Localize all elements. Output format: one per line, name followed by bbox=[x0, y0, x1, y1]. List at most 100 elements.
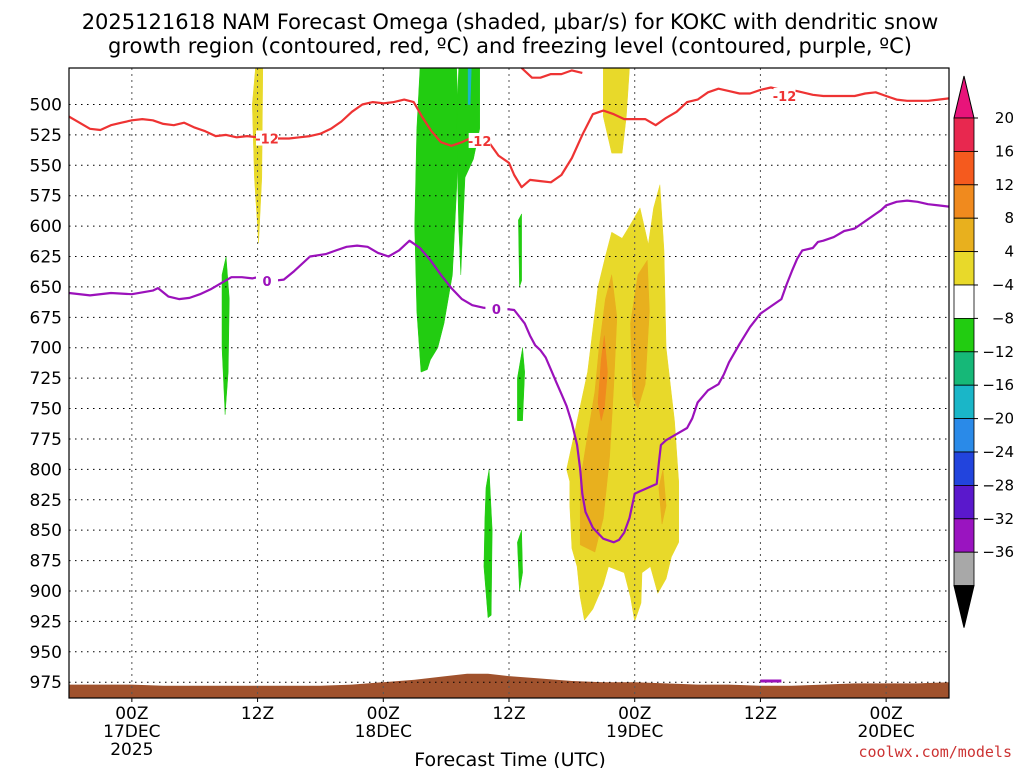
x-tick-date-24: 18DEC bbox=[355, 722, 412, 742]
x-tick-date-72: 20DEC bbox=[857, 722, 914, 742]
colorbar-bottom-arrow bbox=[953, 585, 975, 628]
colorbar-label-11: −28 bbox=[982, 476, 1014, 494]
colorbar-label-3: 8 bbox=[1004, 209, 1014, 227]
y-tick-700: 700 bbox=[30, 339, 62, 359]
y-tick-950: 950 bbox=[30, 643, 62, 663]
omega-band-00z-19dec-top bbox=[603, 68, 630, 154]
y-tick-675: 675 bbox=[30, 308, 62, 328]
dgz-contour-upper-line bbox=[520, 68, 583, 79]
grid-lines bbox=[69, 68, 949, 698]
omega-descent-strip bbox=[456, 68, 480, 275]
y-tick-550: 550 bbox=[30, 156, 62, 176]
colorbar-swatch-11 bbox=[953, 484, 975, 520]
omega-core-small bbox=[658, 469, 667, 525]
colorbar-swatch-1 bbox=[953, 150, 975, 186]
dgz-label-12z-bg bbox=[256, 130, 278, 146]
dgz-label-mid-bg bbox=[468, 132, 491, 148]
dgz-contour-line bbox=[69, 86, 949, 189]
contour-layer: -12 -12 -12 0 0 bbox=[69, 68, 949, 683]
y-tick-750: 750 bbox=[30, 400, 62, 420]
colorbar-swatch-2 bbox=[953, 184, 975, 219]
colorbar-label-5: −4 bbox=[992, 276, 1014, 294]
colorbar-swatch-7 bbox=[953, 351, 975, 386]
dgz-label-12z: -12 bbox=[255, 133, 279, 148]
y-tick-575: 575 bbox=[30, 187, 62, 207]
terrain-layer bbox=[69, 673, 949, 698]
omega-shading-layer bbox=[221, 68, 679, 622]
y-tick-525: 525 bbox=[30, 126, 62, 146]
x-tick-label-48: 00Z bbox=[618, 704, 651, 724]
freezing-level-contour-line bbox=[69, 199, 949, 544]
y-tick-800: 800 bbox=[30, 460, 62, 480]
freezing-label-left: 0 bbox=[262, 275, 271, 290]
omega-descent-core bbox=[467, 68, 472, 105]
dgz-label-right: -12 bbox=[773, 90, 797, 105]
colorbar-label-1: 16 bbox=[995, 142, 1014, 160]
omega-descent-low bbox=[483, 469, 493, 619]
x-tick-label-12: 12Z bbox=[241, 704, 274, 724]
y-tick-975: 975 bbox=[30, 673, 62, 693]
freezing-label-mid-bg bbox=[485, 300, 508, 316]
x-axis-title: Forecast Time (UTC) bbox=[414, 749, 605, 768]
colorbar-swatch-4 bbox=[953, 251, 975, 286]
omega-band-12z-17dec bbox=[252, 68, 264, 244]
omega-descent-mid bbox=[517, 347, 525, 421]
y-tick-825: 825 bbox=[30, 491, 62, 511]
omega-core-right bbox=[630, 259, 650, 410]
dgz-label-mid: -12 bbox=[468, 135, 492, 150]
x-tick-date-0: 17DEC bbox=[103, 722, 160, 742]
y-tick-850: 850 bbox=[30, 521, 62, 541]
colorbar-swatch-5 bbox=[953, 284, 975, 319]
colorbar-swatch-9 bbox=[953, 418, 975, 453]
colorbar-label-7: −12 bbox=[982, 343, 1014, 361]
colorbar-swatch-8 bbox=[953, 384, 975, 420]
x-tick-label-72: 00Z bbox=[870, 704, 903, 724]
colorbar-label-13: −36 bbox=[982, 543, 1014, 561]
x-tick-date-48: 19DEC bbox=[606, 722, 663, 742]
y-tick-650: 650 bbox=[30, 278, 62, 298]
freezing-label-left-bg bbox=[256, 272, 278, 288]
x-tick-year-0: 2025 bbox=[110, 740, 153, 760]
colorbar-swatch-3 bbox=[953, 217, 975, 252]
colorbar-legend: 20 16 12 8 4 −4 −8 −12 −16 −20 −24 −28 −32 −36 bbox=[953, 75, 1014, 628]
freezing-label-mid: 0 bbox=[492, 303, 501, 318]
y-tick-625: 625 bbox=[30, 248, 62, 268]
y-tick-925: 925 bbox=[30, 612, 62, 632]
chart-title-line-1: 2025121618 NAM Forecast Omega (shaded, μ… bbox=[82, 10, 939, 34]
colorbar-swatch-6 bbox=[953, 317, 975, 353]
y-tick-775: 775 bbox=[30, 430, 62, 450]
colorbar-label-10: −24 bbox=[982, 443, 1014, 461]
y-tick-725: 725 bbox=[30, 369, 62, 389]
y-tick-875: 875 bbox=[30, 552, 62, 572]
colorbar-label-4: 4 bbox=[1004, 243, 1014, 261]
x-tick-label-24: 00Z bbox=[367, 704, 400, 724]
colorbar-top-arrow bbox=[953, 75, 975, 119]
omega-descent-mid-top bbox=[518, 213, 522, 287]
colorbar-swatch-10 bbox=[953, 451, 975, 486]
colorbar-label-2: 12 bbox=[995, 176, 1014, 194]
colorbar-swatch-12 bbox=[953, 518, 975, 553]
y-tick-600: 600 bbox=[30, 217, 62, 237]
colorbar-label-6: −8 bbox=[992, 309, 1014, 327]
colorbar-label-8: −16 bbox=[982, 376, 1014, 394]
y-tick-900: 900 bbox=[30, 582, 62, 602]
x-tick-label-60: 12Z bbox=[744, 704, 777, 724]
plot-area bbox=[69, 68, 949, 698]
colorbar-swatch-13 bbox=[953, 551, 975, 587]
dgz-label-right-bg bbox=[773, 87, 796, 103]
colorbar-swatch-0 bbox=[953, 117, 975, 152]
terrain-fill bbox=[69, 673, 949, 698]
colorbar-label-0: 20 bbox=[995, 109, 1014, 127]
omega-core-max bbox=[597, 335, 608, 421]
y-axis-pressure: 500 525 550 575 600 625 650 675 700 725 750 775 800 8… bbox=[30, 95, 62, 693]
colorbar-label-9: −20 bbox=[982, 410, 1014, 428]
credit-text: coolwx.com/models bbox=[858, 743, 1012, 761]
x-tick-label-36: 12Z bbox=[492, 704, 525, 724]
x-tick-label-0: 00Z bbox=[115, 704, 148, 724]
chart-title-line-2: growth region (contoured, red, ºC) and f… bbox=[108, 34, 912, 58]
y-tick-500: 500 bbox=[30, 95, 62, 115]
omega-core-left bbox=[579, 274, 618, 553]
colorbar-label-12: −32 bbox=[982, 510, 1014, 528]
